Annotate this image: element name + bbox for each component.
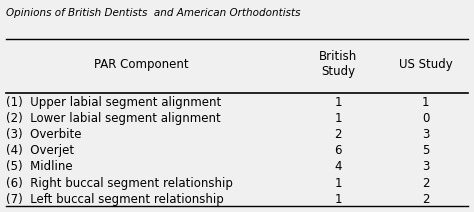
Text: (1)  Upper labial segment alignment: (1) Upper labial segment alignment — [6, 96, 221, 109]
Text: 0: 0 — [422, 112, 429, 125]
Text: PAR Component: PAR Component — [94, 58, 189, 71]
Text: 5: 5 — [422, 144, 429, 157]
Text: US Study: US Study — [399, 58, 452, 71]
Text: 1: 1 — [335, 96, 342, 109]
Text: 6: 6 — [335, 144, 342, 157]
Text: (4)  Overjet: (4) Overjet — [6, 144, 74, 157]
Text: (2)  Lower labial segment alignment: (2) Lower labial segment alignment — [6, 112, 221, 125]
Text: British
Study: British Study — [319, 50, 357, 78]
Text: Opinions of British Dentists  and American Orthodontists: Opinions of British Dentists and America… — [6, 8, 301, 18]
Text: 1: 1 — [335, 193, 342, 206]
Text: 4: 4 — [335, 160, 342, 173]
Text: (3)  Overbite: (3) Overbite — [6, 128, 82, 141]
Text: (5)  Midline: (5) Midline — [6, 160, 73, 173]
Text: 3: 3 — [422, 160, 429, 173]
Text: 2: 2 — [422, 177, 429, 190]
Text: 1: 1 — [422, 96, 429, 109]
Text: 3: 3 — [422, 128, 429, 141]
Text: 2: 2 — [335, 128, 342, 141]
Text: 1: 1 — [335, 112, 342, 125]
Text: (7)  Left buccal segment relationship: (7) Left buccal segment relationship — [6, 193, 224, 206]
Text: (6)  Right buccal segment relationship: (6) Right buccal segment relationship — [6, 177, 233, 190]
Text: 2: 2 — [422, 193, 429, 206]
Text: 1: 1 — [335, 177, 342, 190]
